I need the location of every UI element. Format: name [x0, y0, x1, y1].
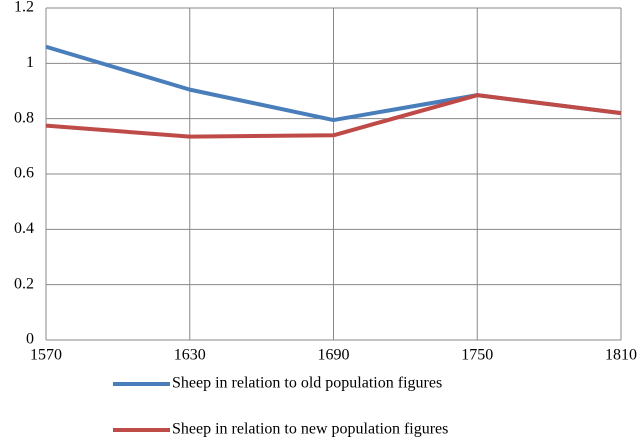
y-tick-label: 0.2 [14, 275, 34, 292]
y-tick-label: 1 [26, 54, 34, 71]
x-tick-label: 1690 [318, 347, 350, 364]
y-tick-label: 0 [26, 331, 34, 348]
y-tick-label: 0.6 [14, 165, 34, 182]
series-line [45, 93, 622, 139]
x-tick-label: 1570 [30, 347, 62, 364]
x-tick-label: 1630 [174, 347, 206, 364]
x-tick-label: 1750 [461, 347, 493, 364]
y-tick-label: 1.2 [14, 0, 34, 16]
legend-label: Sheep in relation to old population figu… [172, 375, 442, 392]
y-tick-label: 0.4 [14, 220, 34, 237]
legend-label: Sheep in relation to new population figu… [172, 421, 448, 438]
x-tick-label: 1810 [605, 347, 637, 364]
y-tick-label: 0.8 [14, 109, 34, 126]
